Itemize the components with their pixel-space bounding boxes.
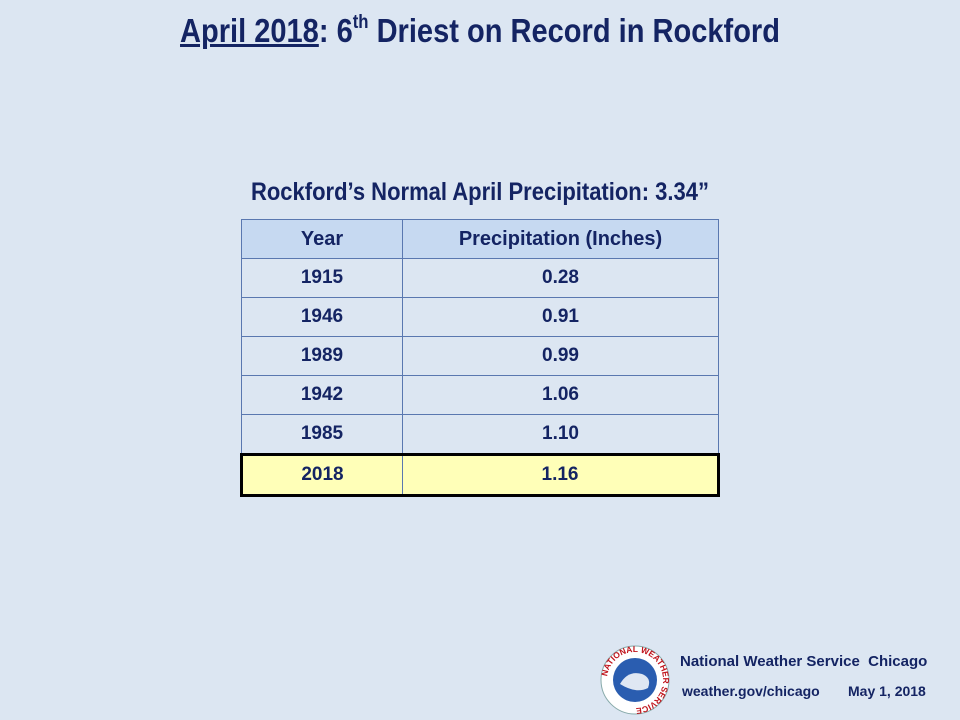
title-main: April 2018: [180, 12, 319, 49]
table-row: 1989 0.99: [241, 336, 719, 376]
table-row: 1942 1.06: [241, 375, 719, 415]
precip-cell: 1.16: [402, 453, 720, 497]
footer-url: weather.gov/chicago: [682, 683, 820, 699]
header-row: Year Precipitation (Inches): [241, 219, 719, 259]
year-cell: 1942: [241, 375, 403, 415]
footer-org: National Weather Service Chicago: [680, 653, 928, 670]
nws-logo: NATIONAL WEATHER SERVICE: [599, 644, 671, 716]
title: April 2018: 6th Driest on Record in Rock…: [58, 12, 903, 50]
precip-cell: 0.91: [402, 297, 719, 337]
year-cell: 1915: [241, 258, 403, 298]
year-cell: 1989: [241, 336, 403, 376]
subtitle: Rockford’s Normal April Precipitation: 3…: [250, 178, 710, 206]
logo-cloud: [620, 673, 650, 691]
year-cell: 2018: [240, 453, 403, 497]
precip-table: Year Precipitation (Inches) 1915 0.28 1946 0.…: [240, 219, 720, 497]
precip-cell: 0.99: [402, 336, 719, 376]
precip-cell: 0.28: [402, 258, 719, 298]
precip-cell: 1.10: [402, 414, 719, 455]
table-body: 1915 0.28 1946 0.91 1989 0.99 1942 1.06 1985 1.10…: [240, 258, 720, 497]
table-row: 1946 0.91: [241, 297, 719, 337]
table-row: 1985 1.10: [241, 414, 719, 455]
year-cell: 1985: [241, 414, 403, 455]
table-row: 1915 0.28: [241, 258, 719, 298]
year-cell: 1946: [241, 297, 403, 337]
footer-date: May 1, 2018: [848, 683, 926, 699]
header-cell: Precipitation (Inches): [402, 219, 719, 259]
precip-cell: 1.06: [402, 375, 719, 415]
highlight-row: 2018 1.16: [240, 453, 720, 497]
title-sup: th: [352, 12, 369, 33]
header-cell: Year: [241, 219, 403, 259]
title-rest: : 6: [318, 12, 353, 49]
title-tail: Driest on Record in Rockford: [368, 12, 780, 49]
